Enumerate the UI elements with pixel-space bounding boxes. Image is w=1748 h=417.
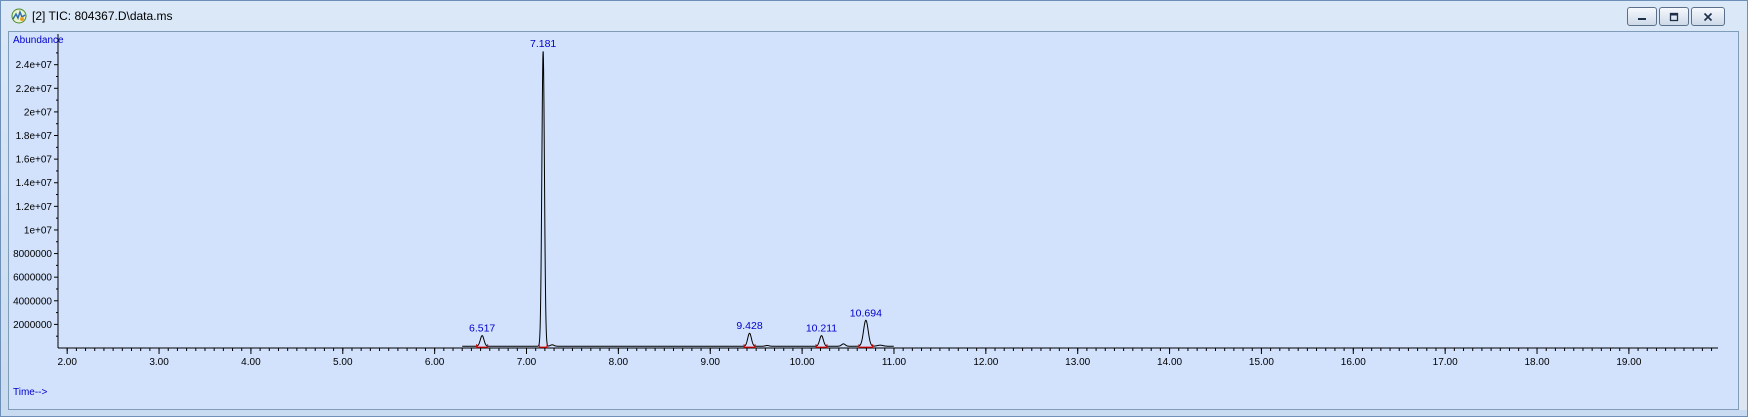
x-tick-label: 11.00 (882, 357, 907, 368)
y-tick-label: 1.2e+07 (16, 202, 53, 213)
x-tick-label: 2.00 (57, 357, 77, 368)
y-tick-label: 1.8e+07 (16, 131, 53, 142)
x-tick-label: 10.00 (790, 357, 815, 368)
x-tick-label: 9.00 (701, 357, 721, 368)
peak-label: 10.211 (806, 323, 837, 335)
x-tick-label: 13.00 (1065, 357, 1090, 368)
y-tick-label: 8000000 (13, 249, 52, 260)
close-icon (1703, 12, 1713, 21)
window-title: [2] TIC: 804367.D\data.ms (32, 9, 173, 23)
y-tick-label: 2000000 (13, 320, 52, 331)
x-tick-label: 5.00 (333, 357, 353, 368)
restore-icon (1669, 12, 1679, 21)
window-controls (1627, 7, 1725, 26)
y-tick-label: 1.4e+07 (16, 178, 53, 189)
title-bar[interactable]: [2] TIC: 804367.D\data.ms (1, 1, 1747, 31)
y-tick-label: 1e+07 (24, 225, 53, 236)
x-tick-label: 14.00 (1157, 357, 1182, 368)
x-tick-label: 17.00 (1433, 357, 1458, 368)
minimize-icon (1638, 17, 1646, 20)
x-tick-label: 3.00 (149, 357, 169, 368)
x-tick-label: 16.00 (1341, 357, 1366, 368)
x-axis-label: Time--> (13, 387, 48, 398)
x-tick-label: 7.00 (517, 357, 537, 368)
y-tick-label: 1.6e+07 (16, 155, 53, 166)
x-tick-label: 8.00 (609, 357, 629, 368)
close-button[interactable] (1691, 7, 1725, 26)
y-tick-label: 2.2e+07 (16, 84, 53, 95)
y-tick-label: 6000000 (13, 273, 52, 284)
y-tick-label: 4000000 (13, 296, 52, 307)
peak-label: 6.517 (469, 323, 495, 335)
x-tick-label: 19.00 (1616, 357, 1641, 368)
chromatogram-app-icon (11, 8, 27, 24)
peak-label: 7.181 (530, 38, 556, 50)
x-tick-label: 4.00 (241, 357, 261, 368)
minimize-button[interactable] (1627, 7, 1657, 26)
x-tick-label: 6.00 (425, 357, 445, 368)
tic-trace (462, 51, 894, 347)
vertical-scrollbar[interactable] (1739, 31, 1747, 410)
x-tick-label: 18.00 (1525, 357, 1550, 368)
restore-button[interactable] (1659, 7, 1689, 26)
peak-label: 9.428 (736, 320, 762, 332)
peak-label: 10.694 (850, 307, 882, 319)
y-tick-label: 2.4e+07 (16, 60, 53, 71)
y-axis-label: Abundance (13, 35, 64, 46)
y-tick-label: 2e+07 (24, 107, 53, 118)
tic-chromatogram[interactable]: 2000000 4000000 6000000 8000000 1e+07 1.2e+07… (9, 32, 1738, 409)
x-tick-label: 15.00 (1249, 357, 1274, 368)
plot-area[interactable]: 2000000 4000000 6000000 8000000 1e+07 1.2e+07… (8, 31, 1739, 410)
x-tick-label: 12.00 (973, 357, 998, 368)
